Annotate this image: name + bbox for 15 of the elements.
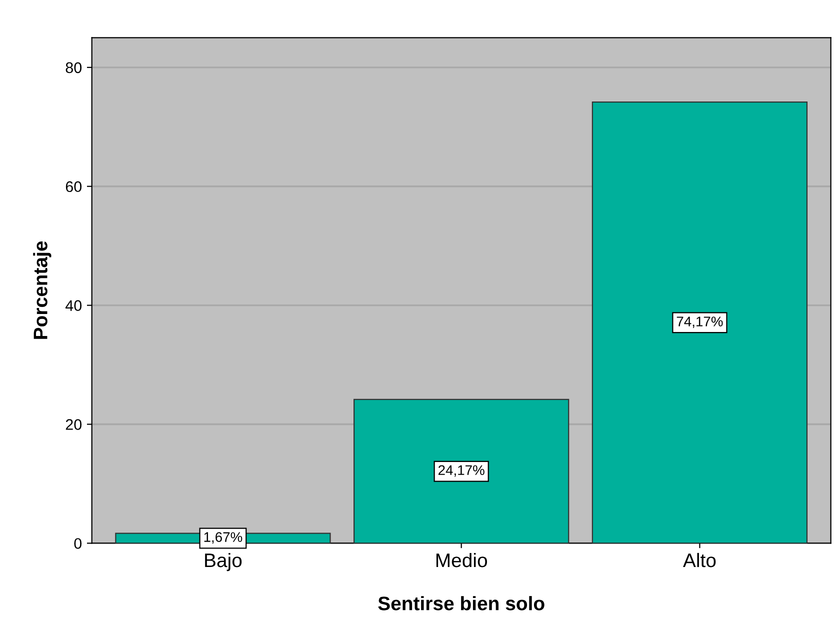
data-label: 74,17% <box>676 316 723 328</box>
bar <box>592 102 808 544</box>
y-tick-label: 60 <box>66 181 82 192</box>
x-tick-label: Alto <box>683 552 716 568</box>
x-tick-label: Medio <box>436 552 488 568</box>
y-tick-label: 20 <box>66 419 82 430</box>
y-tick-label: 40 <box>65 300 82 312</box>
x-axis-title: Sentirse bien solo <box>378 596 544 610</box>
y-tick-label: 80 <box>66 62 82 74</box>
bar <box>354 398 570 544</box>
x-tick-label: Bajo <box>205 552 242 572</box>
data-label: 24,17% <box>438 465 484 477</box>
y-tick-label: 0 <box>74 538 82 549</box>
data-label: 1,67% <box>204 532 242 544</box>
y-axis-title: Porcentaje <box>33 241 52 339</box>
